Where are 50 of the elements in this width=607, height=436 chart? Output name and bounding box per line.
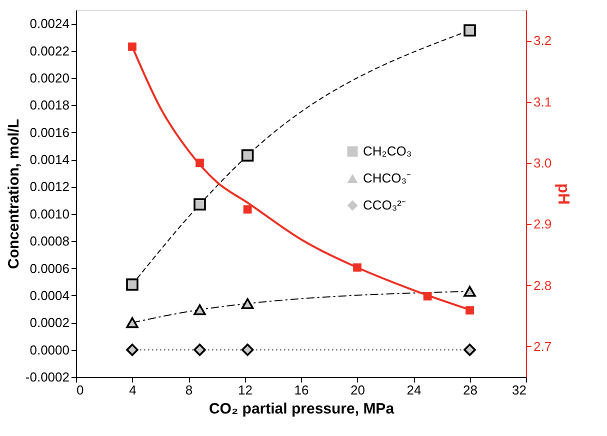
- x-axis-title: CO₂ partial pressure, MPa: [208, 400, 395, 418]
- y-tick-label: -0.0002: [25, 370, 70, 384]
- point: [194, 304, 206, 316]
- x-tick-label: 0: [76, 382, 84, 398]
- point: [126, 278, 138, 291]
- y-tick-label: 0.0006: [30, 260, 70, 276]
- y-tick-label: 0.0020: [30, 70, 70, 86]
- point: [241, 149, 254, 162]
- legend-label: CH₂CO₃: [363, 144, 412, 158]
- legend-label: CCO₃²⁻: [363, 198, 406, 212]
- y-tick-label: 0.0024: [30, 16, 70, 32]
- point: [466, 306, 474, 315]
- y2-tick-label: 2.7: [534, 338, 552, 354]
- x-tick-label: 8: [185, 382, 193, 398]
- point: [241, 344, 254, 356]
- y-tick-label: 0.0016: [30, 124, 70, 140]
- x-tick-label: 16: [294, 382, 309, 398]
- y2-tick-label: 3.0: [534, 155, 552, 170]
- point: [126, 317, 138, 328]
- point: [194, 198, 206, 211]
- y2-axis-title: pH: [554, 183, 572, 205]
- point: [464, 344, 476, 356]
- x-tick-label: 32: [512, 382, 526, 398]
- point: [464, 24, 476, 37]
- y-tick-label: 0.0010: [30, 206, 70, 222]
- legend-label: CHCO₃⁻: [363, 170, 411, 186]
- y-tick-label: 0.0014: [30, 152, 70, 168]
- y-tick-label: 0.0022: [30, 43, 70, 58]
- x-tick-label: 20: [350, 382, 365, 398]
- y-tick-label: 0.0012: [30, 179, 70, 194]
- point: [194, 344, 206, 356]
- x-tick-label: 28: [463, 382, 478, 398]
- y-tick-label: 0.0018: [30, 98, 70, 113]
- y2-tick-label: 2.9: [534, 216, 552, 232]
- x-tick-label: 24: [406, 382, 422, 398]
- y-axis-title: Concentration, mol/L: [5, 119, 22, 269]
- point: [243, 205, 252, 214]
- point: [128, 42, 136, 51]
- y-tick-label: 0.0004: [30, 288, 70, 303]
- point: [241, 298, 254, 310]
- point: [126, 344, 138, 356]
- y-tick-label: 0.0008: [30, 234, 70, 249]
- y2-tick-label: 2.8: [534, 278, 552, 293]
- y2-tick-label: 3.1: [534, 94, 552, 110]
- y2-tick-label: 3.2: [534, 33, 552, 48]
- x-tick-label: 4: [129, 382, 136, 398]
- point: [464, 286, 476, 297]
- y-tick-label: 0.0000: [30, 342, 70, 358]
- y-tick-label: 0.0002: [30, 315, 70, 330]
- x-tick-label: 12: [238, 382, 252, 398]
